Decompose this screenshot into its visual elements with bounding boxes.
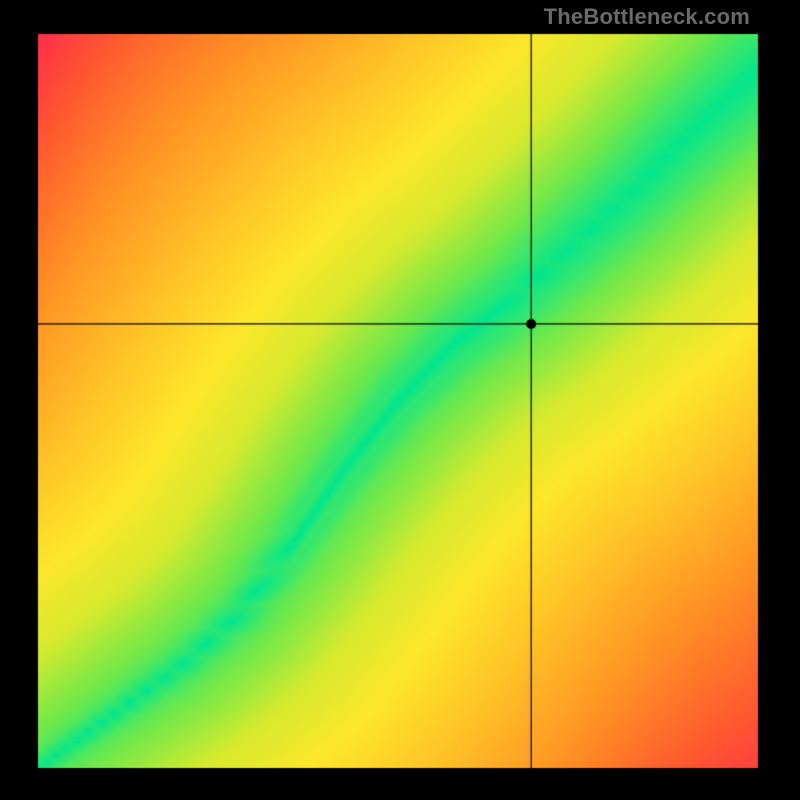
watermark-text: TheBottleneck.com bbox=[544, 4, 750, 30]
bottleneck-heatmap bbox=[0, 0, 800, 800]
